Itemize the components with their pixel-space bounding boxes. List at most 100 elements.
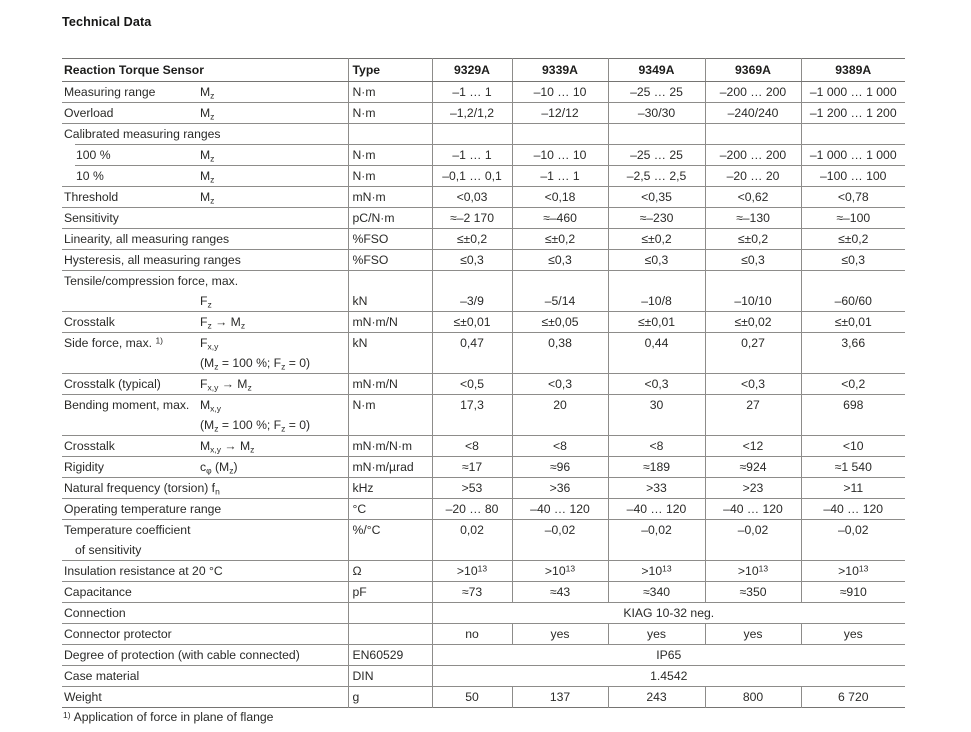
row-unit: N·m <box>347 165 432 187</box>
cell-value: –200 … 200 <box>704 144 801 166</box>
row-label: Temperature coefficient of sensitivity <box>62 520 348 561</box>
table-row: 10 % Mz N·m –0,1 … 0,1 –1 … 1 –2,5 … 2,5 –20 …… <box>62 164 905 187</box>
row-symbol: Mz <box>200 148 215 164</box>
row-label: Measuring range Mz <box>62 82 348 103</box>
row-label-text: Operating temperature range <box>64 502 222 516</box>
cell-value: ≤0,3 <box>704 249 801 271</box>
cell-value: 0,47 <box>431 332 512 374</box>
row-label-text: Insulation resistance at 20 °C <box>64 564 223 578</box>
cell-value: 17,3 <box>431 394 512 436</box>
cell-value: ≈–230 <box>607 207 705 229</box>
cell-value: <8 <box>431 435 512 457</box>
row-label: Side force, max. 1) Fx,y (Mz = 100 %; Fz =… <box>62 333 348 374</box>
column-header-model-9329a: 9329A <box>431 58 512 82</box>
cell-value: –5/14 <box>511 270 608 312</box>
cell-value: –25 … 25 <box>607 81 705 103</box>
row-label-text: Hysteresis, all measuring ranges <box>64 253 241 267</box>
table-row: Insulation resistance at 20 °C Ω >1013 >101… <box>62 560 905 582</box>
cell-value: >23 <box>704 477 801 499</box>
row-unit: mN·m/N <box>347 311 432 333</box>
row-label-text: Threshold <box>64 190 119 204</box>
table-row: Hysteresis, all measuring ranges %FSO ≤0,3… <box>62 249 905 271</box>
row-symbol: Fz <box>200 294 212 310</box>
row-symbol: (Mz = 100 %; Fz = 0) <box>200 356 311 372</box>
table-row: Side force, max. 1) Fx,y (Mz = 100 %; Fz =… <box>62 332 905 374</box>
cell-value: 3,66 <box>800 332 905 374</box>
row-unit <box>347 602 432 624</box>
cell-value: –12/12 <box>511 102 608 124</box>
row-symbol: cφ (Mz) <box>200 460 238 476</box>
row-label-text: Case material <box>64 669 140 683</box>
cell-value: –1 … 1 <box>511 165 608 187</box>
cell-value: >1013 <box>704 560 801 582</box>
table-row: Tensile/compression force, max. Fz kN –3/9–… <box>62 270 905 312</box>
cell-value: –40 … 120 <box>800 498 905 520</box>
row-label: Crosstalk (typical) Fx,y → Mz <box>62 374 348 395</box>
cell-value: no <box>431 623 512 645</box>
cell-value: >1013 <box>431 560 512 582</box>
row-label-text: Crosstalk <box>64 439 115 453</box>
column-header-model-9389a: 9389A <box>800 58 905 82</box>
table-row: Weight g 50 137 243 800 6 720 <box>62 686 905 708</box>
table-row: Threshold Mz mN·m <0,03 <0,18 <0,35 <0,62 <0,78 <box>62 186 905 208</box>
table-row: Natural frequency (torsion) fn kHz >53 >36 >… <box>62 477 905 499</box>
cell-value: <0,18 <box>511 186 608 208</box>
row-label: Operating temperature range <box>62 499 348 520</box>
row-unit: g <box>347 686 432 708</box>
row-unit: N·m <box>347 81 432 103</box>
cell-value: –1 200 … 1 200 <box>800 102 905 124</box>
table-row: Crosstalk Mx,y → Mz mN·m/N·m <8 <8 <8 <12 <10 <box>62 435 905 457</box>
row-unit: DIN <box>347 665 432 687</box>
column-header-parameter: Reaction Torque Sensor <box>62 58 348 82</box>
row-symbol: Mz <box>200 190 215 206</box>
table-row: Connector protector no yes yes yes yes <box>62 623 905 645</box>
cell-value: –40 … 120 <box>607 498 705 520</box>
row-label: Connector protector <box>62 624 348 645</box>
row-label: Natural frequency (torsion) fn <box>62 478 348 499</box>
column-header-model-9339a: 9339A <box>511 58 608 82</box>
row-unit <box>347 623 432 645</box>
row-symbol: Mx,y → Mz <box>200 439 255 455</box>
cell-value: >1013 <box>800 560 905 582</box>
cell-value: –40 … 120 <box>704 498 801 520</box>
cell-value: >33 <box>607 477 705 499</box>
row-unit: N·m <box>347 144 432 166</box>
row-label-text: Side force, max. 1) <box>64 335 164 350</box>
cell-value <box>431 123 512 145</box>
cell-value: –1 000 … 1 000 <box>800 144 905 166</box>
row-label: Case material <box>62 666 348 687</box>
table-row: Degree of protection (with cable connect… <box>62 644 905 666</box>
table-row: Crosstalk Fz → Mz mN·m/N ≤±0,01 ≤±0,05 ≤±0,01… <box>62 311 905 333</box>
cell-value: ≤0,3 <box>511 249 608 271</box>
row-symbol: Mz <box>200 85 215 101</box>
column-header-model-9349a: 9349A <box>607 58 705 82</box>
row-unit: mN·m/µrad <box>347 456 432 478</box>
cell-value: 0,38 <box>511 332 608 374</box>
cell-value: ≤±0,02 <box>704 311 801 333</box>
row-label-text: 100 % <box>76 148 111 162</box>
cell-value: –40 … 120 <box>511 498 608 520</box>
cell-value: 50 <box>431 686 512 708</box>
row-label-text: Calibrated measuring ranges <box>64 127 221 141</box>
cell-value: ≈17 <box>431 456 512 478</box>
row-label-text: Tensile/compression force, max. <box>64 274 239 288</box>
row-symbol: Mx,y <box>200 398 222 414</box>
row-label: Weight <box>62 687 348 708</box>
cell-value: –1 000 … 1 000 <box>800 81 905 103</box>
cell-value: ≈73 <box>431 581 512 603</box>
cell-value: –10/10 <box>704 270 801 312</box>
table-row: Calibrated measuring ranges <box>62 123 905 145</box>
row-unit: Ω <box>347 560 432 582</box>
table-row: Crosstalk (typical) Fx,y → Mz mN·m/N <0,5 <0… <box>62 373 905 395</box>
row-unit: kN <box>347 270 432 312</box>
cell-value: –10 … 10 <box>511 144 608 166</box>
cell-value: –3/9 <box>431 270 512 312</box>
cell-value: ≈189 <box>607 456 705 478</box>
cell-value <box>511 123 608 145</box>
cell-value: ≤±0,01 <box>431 311 512 333</box>
column-header-type: Type <box>347 58 432 82</box>
row-unit: EN60529 <box>347 644 432 666</box>
table-row: 100 % Mz N·m –1 … 1 –10 … 10 –25 … 25 –200 … 2… <box>62 143 905 166</box>
row-label-text: Measuring range <box>64 85 156 99</box>
footnote-marker: 1) <box>63 709 71 720</box>
